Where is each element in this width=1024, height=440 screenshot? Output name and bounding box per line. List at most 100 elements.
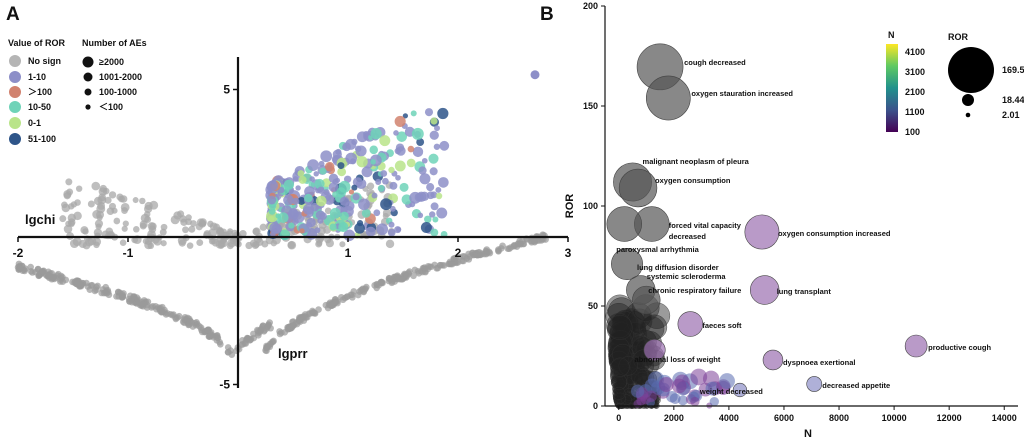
no-sign-point [121, 207, 128, 214]
no-sign-point [186, 317, 194, 325]
ror-point [610, 358, 629, 378]
signal-point [424, 215, 432, 224]
color-legend-title: Value of ROR [8, 38, 66, 48]
ror-point [606, 294, 634, 322]
legend-swatch-0-1 [9, 117, 21, 129]
no-sign-point [111, 207, 118, 214]
signal-point [315, 210, 326, 220]
y-axis-label: ROR [564, 194, 576, 219]
no-sign-point [196, 239, 204, 247]
signal-point [313, 171, 319, 177]
signal-point [432, 216, 439, 223]
no-sign-point [99, 184, 108, 193]
no-sign-point [349, 294, 356, 301]
ror-point [613, 394, 625, 406]
signal-point [416, 138, 425, 146]
no-sign-point [108, 191, 117, 199]
signal-point [329, 223, 337, 231]
y-tick-label: 150 [583, 101, 598, 111]
signal-point [269, 222, 281, 234]
no-sign-point [477, 251, 484, 259]
signal-point [328, 182, 339, 192]
signal-point [377, 184, 385, 192]
no-sign-point [67, 218, 76, 226]
signal-point [299, 228, 305, 234]
no-sign-point [66, 188, 74, 196]
colorbar-gradient [886, 44, 898, 132]
no-sign-point [103, 289, 110, 297]
no-sign-point [290, 322, 298, 329]
no-sign-point [144, 237, 153, 246]
ror-point [904, 334, 928, 358]
size-legend-title: ROR [948, 32, 969, 42]
no-sign-point [91, 181, 101, 191]
x-tick-label: 8000 [829, 413, 849, 423]
ror-point [631, 384, 645, 398]
no-sign-point [228, 351, 236, 358]
no-sign-point [332, 298, 339, 306]
signal-point [399, 182, 409, 192]
signal-point [329, 207, 341, 219]
legend-size-lt-100 [85, 104, 91, 110]
no-sign-point [87, 236, 97, 246]
x-tick-label: 1 [345, 246, 352, 260]
legend-swatch-gt-100 [9, 86, 21, 98]
no-sign-point [116, 193, 124, 201]
no-sign-point [144, 298, 152, 306]
signal-point [418, 166, 427, 175]
legend-label: ≥2000 [99, 57, 124, 67]
no-sign-point [360, 288, 368, 295]
x-tick-label: 3 [565, 246, 572, 260]
no-sign-point [382, 208, 392, 218]
signal-point [338, 222, 349, 233]
signal-point [339, 196, 350, 206]
signal-point [314, 227, 321, 234]
legend-label: 1-10 [28, 72, 46, 82]
no-sign-point [93, 228, 103, 237]
no-sign-point [59, 215, 67, 223]
no-sign-point [217, 341, 224, 348]
signal-point [436, 207, 448, 219]
signal-point [348, 189, 355, 195]
signal-point [395, 174, 401, 181]
signal-point [298, 175, 307, 184]
point-label: forced vital capacity [669, 221, 742, 230]
point-label: systemic scleroderma [647, 272, 727, 281]
signal-point [429, 167, 438, 176]
no-sign-point [200, 220, 207, 227]
signal-point [288, 222, 295, 229]
ror-point [608, 350, 629, 371]
no-sign-point [208, 238, 216, 245]
panel-b: B cough decreased oxygen stauration incre… [540, 1, 1024, 440]
ror-points [605, 43, 928, 409]
ror-point [629, 356, 650, 376]
signal-point [419, 173, 431, 185]
no-sign-point [88, 282, 95, 289]
no-sign-point [177, 210, 185, 218]
signal-point [292, 176, 299, 182]
signal-point [361, 166, 373, 178]
ror-point [658, 376, 674, 392]
signal-point [409, 191, 422, 204]
no-sign-point [119, 239, 127, 247]
ror-point [749, 275, 780, 305]
no-sign-point [180, 218, 188, 226]
ror-point [632, 285, 661, 315]
point-label: paroxysmal arrhythmia [616, 245, 699, 254]
legend-label: ＜100 [99, 102, 123, 112]
no-sign-point [72, 237, 82, 247]
signal-point [277, 212, 289, 223]
no-sign-point [446, 260, 453, 268]
no-sign-point [158, 308, 165, 316]
ror-point [643, 338, 666, 362]
no-sign-point [190, 220, 197, 227]
point-label: dyspnoea exertional [783, 358, 856, 367]
point-label: oxygen stauration increased [691, 89, 793, 98]
colorbar-tick-label: 3100 [905, 67, 925, 77]
y-tick-label: 200 [583, 1, 598, 11]
no-sign-point [259, 223, 267, 231]
x-tick-label: 12000 [937, 413, 962, 423]
x-tick-label: -1 [123, 246, 134, 260]
x-axis-label: lgprr [278, 346, 308, 361]
